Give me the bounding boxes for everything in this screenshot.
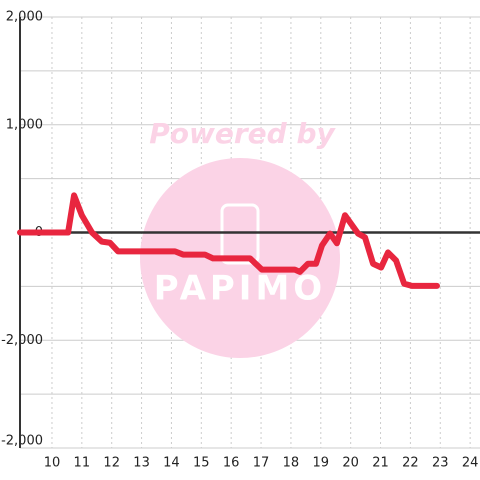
watermark-logo: PAPIMO <box>154 269 326 309</box>
x-tick-label: 11 <box>74 456 91 471</box>
x-tick-label: 21 <box>372 456 389 471</box>
x-tick-label: 13 <box>133 456 150 471</box>
y-tick-label: -2,000 <box>1 333 43 348</box>
x-tick-label: 10 <box>44 456 61 471</box>
x-tick-label: 17 <box>253 456 270 471</box>
line <box>17 192 440 289</box>
x-tick-label: 14 <box>163 456 180 471</box>
watermark: Powered by PAPIMO <box>140 117 340 358</box>
x-tick-label: 22 <box>402 456 419 471</box>
x-tick-label: 19 <box>313 456 330 471</box>
x-tick-label: 15 <box>193 456 210 471</box>
x-tick-label: 24 <box>462 456 479 471</box>
watermark-text: Powered by <box>149 117 336 150</box>
y-tick-label: 1,000 <box>6 117 43 132</box>
y-tick-label: -2,000 <box>1 434 43 449</box>
watermark-icon <box>220 203 260 265</box>
x-tick-label: 16 <box>223 456 240 471</box>
x-tick-label: 23 <box>432 456 449 471</box>
x-tick-label: 18 <box>283 456 300 471</box>
y-tick-label: 2,000 <box>6 10 43 25</box>
x-tick-label: 12 <box>103 456 120 471</box>
x-tick-label: 20 <box>342 456 359 471</box>
